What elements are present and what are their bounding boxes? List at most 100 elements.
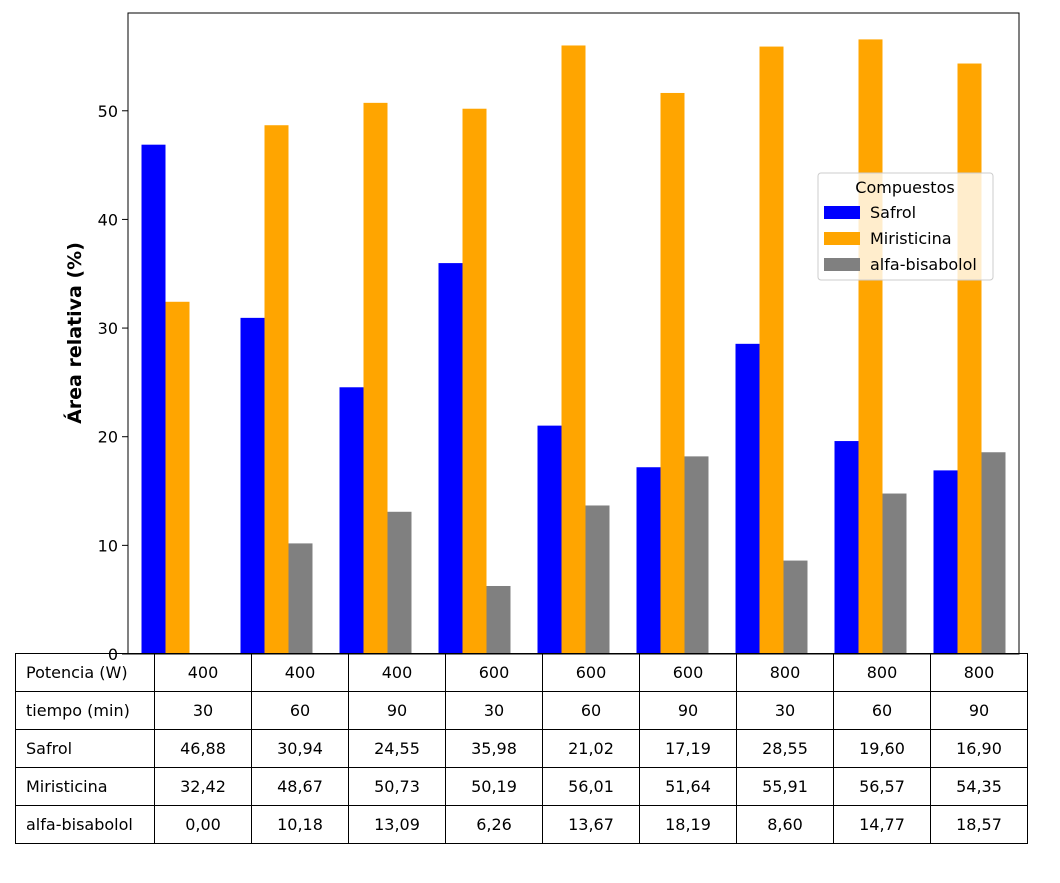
table-cell: 600 [639, 653, 737, 692]
table-cell: 48,67 [251, 767, 349, 806]
y-tick-label-40: 40 [98, 210, 118, 229]
table-cell: 400 [251, 653, 349, 692]
table-cell: 30,94 [251, 729, 349, 768]
table-cell: 400 [348, 653, 446, 692]
legend-label-alfa-bisabolol: alfa-bisabolol [870, 255, 977, 274]
table-row-label: Miristicina [15, 767, 155, 806]
legend-box [817, 172, 994, 281]
table-cell: 17,19 [639, 729, 737, 768]
bar-alfa-bisabolol-5 [585, 505, 610, 654]
bar-miristicina-2 [264, 125, 289, 655]
table-cell: 60 [542, 691, 640, 730]
bar-safrol-7 [735, 343, 760, 654]
table-cell: 800 [833, 653, 931, 692]
table-cell: 8,60 [736, 805, 834, 844]
bar-miristicina-5 [561, 45, 586, 655]
table-cell: 50,73 [348, 767, 446, 806]
bar-safrol-5 [537, 425, 562, 654]
table-row: Safrol 46,88 30,94 24,55 35,98 21,02 17,19 28,5… [15, 729, 1028, 768]
bar-alfa-bisabolol-4 [486, 585, 511, 654]
table-cell: 24,55 [348, 729, 446, 768]
table-cell: 800 [736, 653, 834, 692]
table-cell: 6,26 [445, 805, 543, 844]
table-cell: 13,67 [542, 805, 640, 844]
table-cell: 56,57 [833, 767, 931, 806]
table-cell: 60 [251, 691, 349, 730]
table-row-label: Safrol [15, 729, 155, 768]
bar-alfa-bisabolol-2 [288, 543, 313, 654]
table-cell: 30 [154, 691, 252, 730]
table-cell: 16,90 [930, 729, 1028, 768]
bar-alfa-bisabolol-6 [684, 456, 709, 654]
y-axis-label: Área relativa (%) [63, 242, 86, 424]
legend-swatch-miristicina [824, 232, 860, 245]
table-cell: 600 [445, 653, 543, 692]
y-tick-label-30: 30 [98, 319, 118, 338]
bar-alfa-bisabolol-8 [882, 493, 907, 654]
bar-alfa-bisabolol-9 [981, 452, 1006, 654]
table-cell: 54,35 [930, 767, 1028, 806]
y-tick-label-10: 10 [98, 536, 118, 555]
table-cell: 35,98 [445, 729, 543, 768]
table-row-label: tiempo (min) [15, 691, 155, 730]
table-cell: 800 [930, 653, 1028, 692]
table-cell: 30 [736, 691, 834, 730]
table-cell: 55,91 [736, 767, 834, 806]
bar-safrol-1 [141, 144, 166, 654]
table-row-label: Potencia (W) [15, 653, 155, 692]
table-cell: 90 [639, 691, 737, 730]
table-cell: 60 [833, 691, 931, 730]
table-cell: 10,18 [251, 805, 349, 844]
y-tick-label-20: 20 [98, 428, 118, 447]
bar-alfa-bisabolol-7 [783, 560, 808, 654]
legend-title: Compuestos [855, 178, 954, 197]
bar-safrol-8 [834, 441, 859, 654]
table-row: tiempo (min) 30 60 90 30 60 90 30 60 90 [15, 691, 1028, 730]
bar-miristicina-3 [363, 102, 388, 655]
legend-swatch-safrol [824, 206, 860, 219]
table-cell: 13,09 [348, 805, 446, 844]
table-cell: 30 [445, 691, 543, 730]
table-cell: 90 [930, 691, 1028, 730]
table-cell: 21,02 [542, 729, 640, 768]
table-cell: 56,01 [542, 767, 640, 806]
bar-miristicina-9 [957, 63, 982, 654]
table-cell: 400 [154, 653, 252, 692]
legend-label-safrol: Safrol [870, 203, 916, 222]
table-cell: 600 [542, 653, 640, 692]
bars-layer [141, 39, 1006, 655]
table-cell: 18,19 [639, 805, 737, 844]
bar-miristicina-6 [660, 92, 685, 654]
table-cell: 28,55 [736, 729, 834, 768]
table-row: alfa-bisabolol 0,00 10,18 13,09 6,26 13,67 18,… [15, 805, 1028, 844]
legend-swatch-alfa-bisabolol [824, 258, 860, 271]
bar-safrol-2 [240, 317, 265, 654]
table-cell: 14,77 [833, 805, 931, 844]
bar-safrol-4 [438, 263, 463, 654]
table-cell: 51,64 [639, 767, 737, 806]
table-cell: 50,19 [445, 767, 543, 806]
y-tick-label-50: 50 [98, 102, 118, 121]
bar-miristicina-7 [759, 46, 784, 654]
bar-miristicina-4 [462, 108, 487, 655]
bar-safrol-3 [339, 387, 364, 654]
table-row: Potencia (W) 400 400 400 600 600 600 800 800 800 [15, 653, 1028, 692]
table-cell: 0,00 [154, 805, 252, 844]
table-cell: 32,42 [154, 767, 252, 806]
table-cell: 19,60 [833, 729, 931, 768]
legend-label-miristicina: Miristicina [870, 229, 952, 248]
table-row: Miristicina 32,42 48,67 50,73 50,19 56,01 51,6… [15, 767, 1028, 806]
bar-alfa-bisabolol-3 [387, 511, 412, 654]
bar-miristicina-1 [165, 301, 190, 654]
bar-safrol-6 [636, 467, 661, 654]
table-cell: 46,88 [154, 729, 252, 768]
bar-miristicina-8 [858, 39, 883, 654]
table-cell: 18,57 [930, 805, 1028, 844]
legend: Compuestos Safrol Miristicina alfa-bisab… [817, 172, 994, 281]
data-table: Potencia (W) 400 400 400 600 600 600 800 800 800 t… [15, 653, 1028, 844]
bar-safrol-9 [933, 470, 958, 654]
table-row-label: alfa-bisabolol [15, 805, 155, 844]
table-cell: 90 [348, 691, 446, 730]
